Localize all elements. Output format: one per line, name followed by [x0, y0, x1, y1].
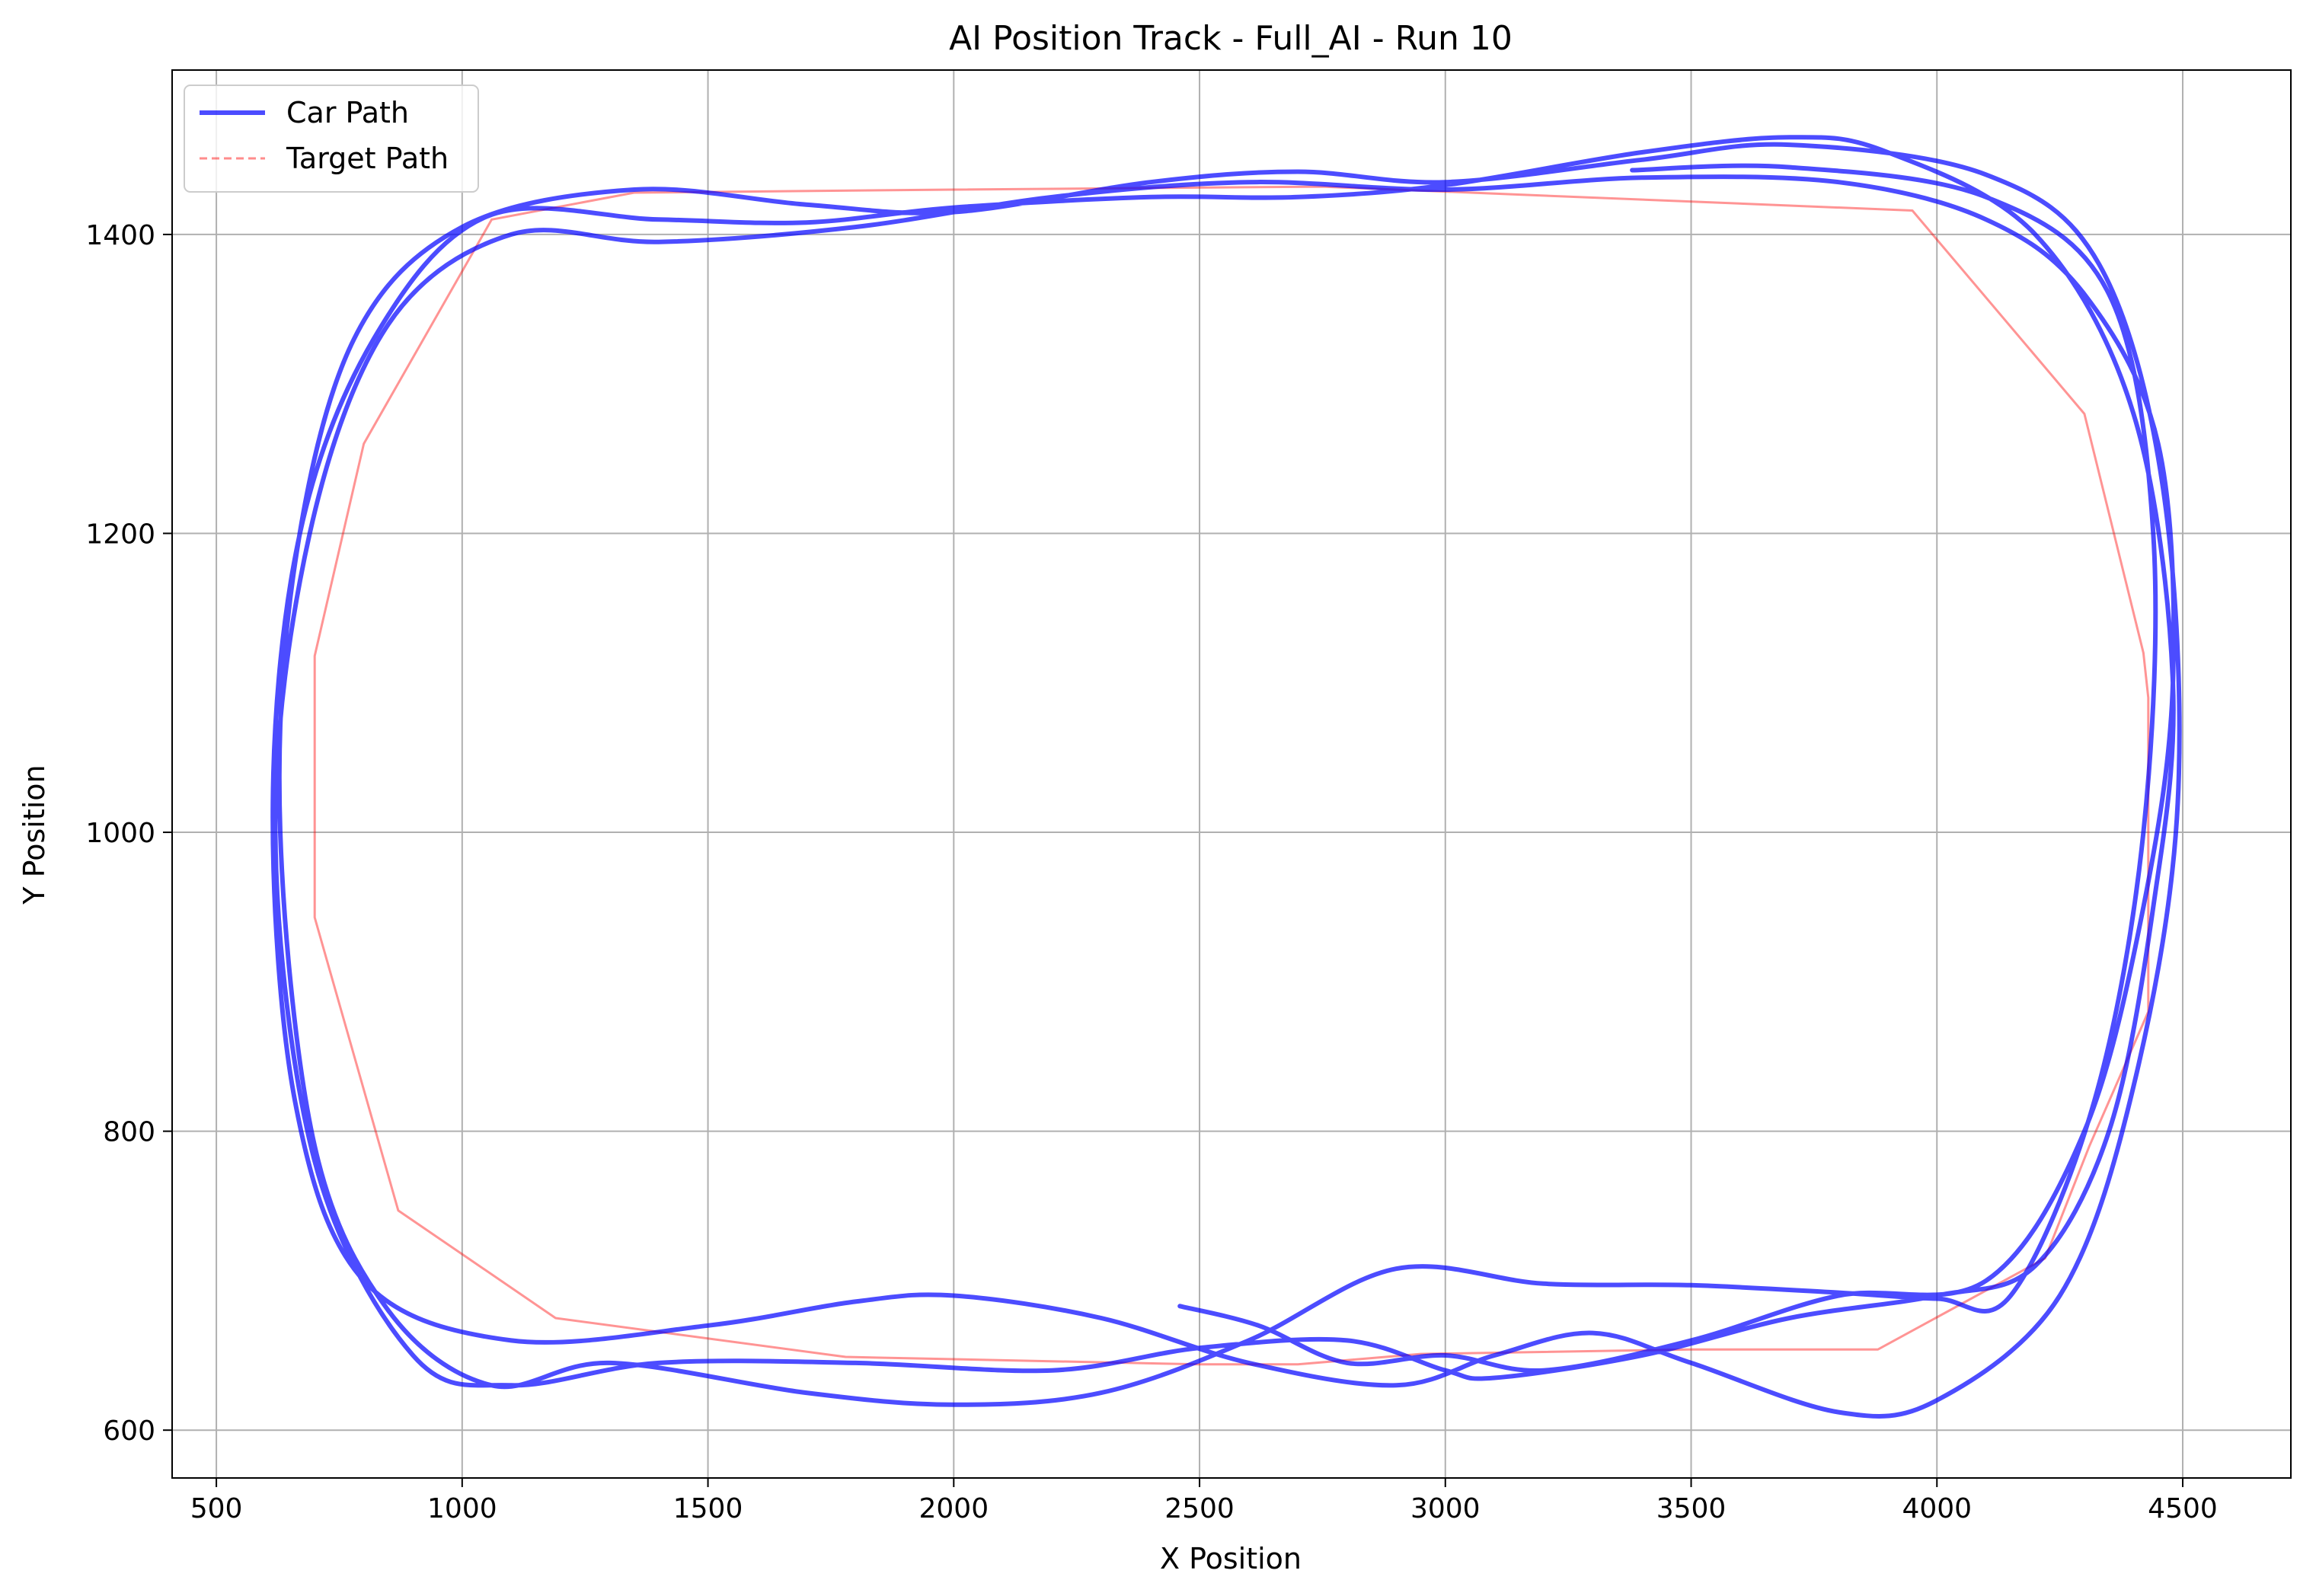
x-tick-label: 1000 — [427, 1493, 497, 1524]
x-tick-label: 4500 — [2148, 1493, 2218, 1524]
plot-frame — [171, 69, 2292, 1479]
y-tick-label: 1000 — [85, 818, 155, 849]
series-layer — [270, 135, 2182, 1419]
y-tick-label: 800 — [103, 1117, 155, 1148]
x-tick-label: 2000 — [918, 1493, 989, 1524]
axis-ticks: 500 1000 1500 2000 2500 3000 3500 4000 4500 600 80… — [85, 220, 2217, 1524]
x-tick-label: 3500 — [1656, 1493, 1727, 1524]
y-tick-label: 1200 — [85, 519, 155, 550]
x-tick-label: 1500 — [673, 1493, 743, 1524]
x-tick-label: 2500 — [1164, 1493, 1235, 1524]
legend: Car Path Target Path — [184, 85, 479, 193]
chart-title: AI Position Track - Full_AI - Run 10 — [949, 19, 1513, 58]
series-target-path — [313, 185, 2150, 1366]
y-axis-label: Y Position — [18, 764, 51, 905]
legend-label-car-path: Car Path — [286, 96, 409, 129]
y-tick-label: 600 — [103, 1416, 155, 1447]
x-tick-label: 500 — [190, 1493, 243, 1524]
x-axis-label: X Position — [1160, 1542, 1302, 1575]
y-tick-label: 1400 — [85, 220, 155, 251]
grid-lines — [172, 70, 2291, 1478]
x-tick-label: 4000 — [1902, 1493, 1972, 1524]
legend-label-target-path: Target Path — [286, 142, 449, 175]
x-tick-label: 3000 — [1410, 1493, 1481, 1524]
series-car-path — [270, 135, 2182, 1419]
